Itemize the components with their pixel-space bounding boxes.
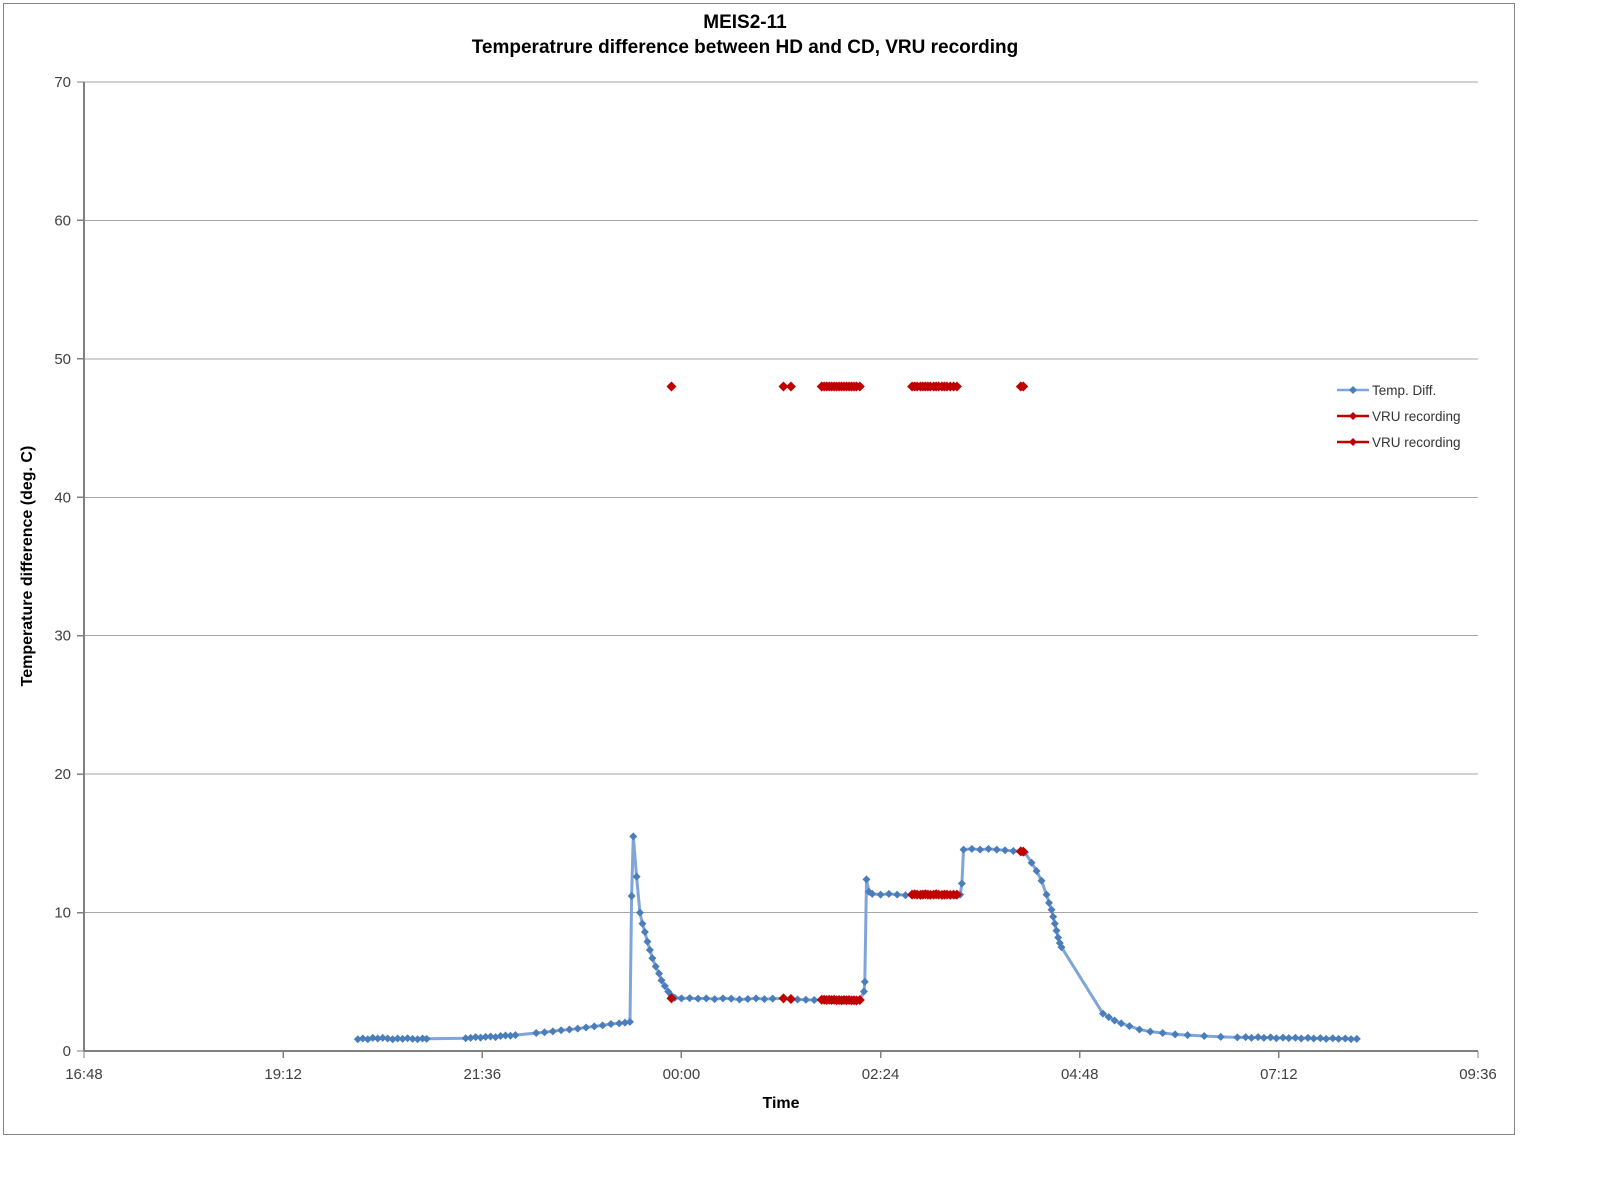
- vru-recording-series-swatch-icon: [1337, 438, 1369, 446]
- x-tick-label: 19:12: [264, 1066, 302, 1083]
- series-0: [353, 832, 1361, 1044]
- legend-label: VRU recording: [1372, 408, 1461, 424]
- x-tick-label: 21:36: [464, 1066, 502, 1083]
- y-tick-label: 20: [54, 766, 71, 783]
- chart-frame: [3, 3, 1515, 1135]
- y-tick-label: 0: [63, 1043, 71, 1060]
- legend-entry-vru-recording-1: VRU recording: [1336, 403, 1461, 429]
- y-tick-label: 40: [54, 489, 71, 506]
- vru-recording-series-swatch-icon: [1337, 412, 1369, 420]
- x-tick-label: 07:12: [1260, 1066, 1298, 1083]
- axes: [77, 81, 1479, 1058]
- chart-title-line1: MEIS2-11: [703, 12, 787, 33]
- y-tick-label: 30: [54, 628, 71, 645]
- tick-labels: 0 10 20 30 40 50 60 70 16:48 19:12 21:36 00:00 02:24…: [54, 74, 1496, 1083]
- legend-label: Temp. Diff.: [1372, 382, 1437, 398]
- x-tick-label: 04:48: [1061, 1066, 1099, 1083]
- y-tick-label: 70: [54, 74, 71, 91]
- legend-entry-vru-recording-2: VRU recording: [1336, 429, 1461, 455]
- series-2: [666, 846, 1029, 1006]
- legend-entry-temp-diff: Temp. Diff.: [1336, 377, 1461, 403]
- x-tick-label: 09:36: [1459, 1066, 1497, 1083]
- legend-label: VRU recording: [1372, 434, 1461, 450]
- x-axis-title: Time: [762, 1095, 800, 1112]
- y-axis-title: Temperature difference (deg. C): [19, 445, 36, 687]
- y-tick-label: 10: [54, 905, 71, 922]
- x-tick-label: 02:24: [862, 1066, 900, 1083]
- temp-diff-series-swatch-icon: [1337, 386, 1369, 394]
- x-tick-label: 00:00: [663, 1066, 701, 1083]
- legend: Temp. Diff. VRU recording VRU recording: [1336, 377, 1461, 455]
- y-tick-label: 50: [54, 351, 71, 368]
- x-tick-label: 16:48: [65, 1066, 103, 1083]
- chart-title-line2: Temperatrure difference between HD and C…: [471, 37, 1019, 58]
- gridlines: [84, 81, 1478, 914]
- series-1: [666, 381, 1029, 392]
- y-tick-label: 60: [54, 212, 71, 229]
